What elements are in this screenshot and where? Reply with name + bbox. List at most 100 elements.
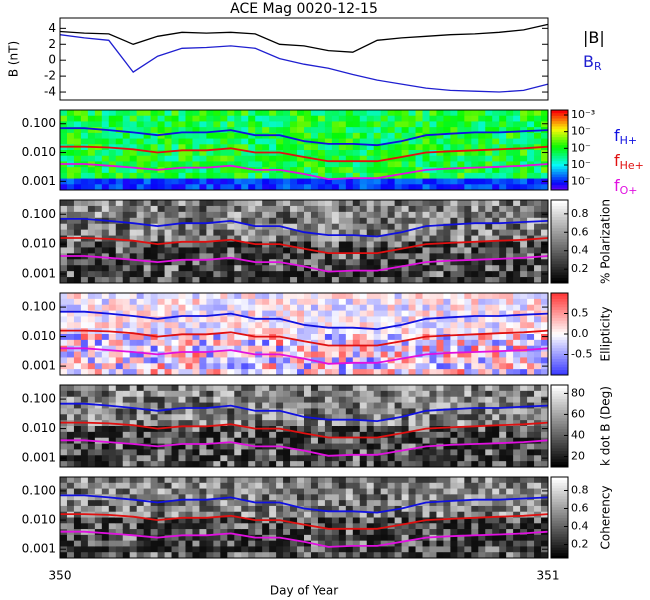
spectrogram-texture — [345, 437, 354, 445]
spectrogram-texture — [317, 200, 326, 207]
spectrogram-texture — [192, 517, 200, 524]
spectrogram-texture — [73, 259, 82, 266]
spectrogram-texture — [527, 265, 535, 272]
spectrogram-texture — [506, 461, 514, 468]
spectrogram-texture — [255, 211, 263, 219]
spectrogram-texture — [143, 396, 152, 404]
spectrogram-texture — [317, 271, 326, 278]
spectrogram-texture — [143, 431, 152, 439]
spectrogram-texture — [178, 345, 186, 353]
spectrogram-texture — [129, 357, 138, 364]
spectrogram-texture — [304, 408, 312, 415]
spectrogram-texture — [429, 552, 437, 559]
spectrogram-texture — [60, 505, 68, 513]
spectrogram-texture — [492, 217, 500, 225]
spectrogram-texture — [101, 414, 110, 421]
spectrogram-texture — [101, 449, 110, 456]
spectrogram-texture — [262, 293, 270, 300]
spectrogram-texture — [178, 115, 186, 122]
spectrogram-texture — [506, 351, 514, 358]
spectrogram-texture — [338, 178, 347, 185]
spectrogram-texture — [324, 488, 333, 495]
spectrogram-texture — [213, 529, 221, 536]
spectrogram-texture — [471, 235, 479, 242]
spectrogram-texture — [338, 505, 347, 513]
spectrogram-texture — [338, 211, 347, 219]
spectrogram-texture — [304, 552, 312, 559]
spectrogram-texture — [73, 298, 82, 306]
spectrogram-texture — [213, 161, 221, 168]
spectrogram-texture — [478, 223, 486, 231]
spectrogram-texture — [492, 316, 500, 323]
spectrogram-texture — [283, 229, 291, 237]
spectrogram-texture — [450, 363, 458, 370]
spectrogram-texture — [164, 115, 173, 122]
spectrogram-texture — [338, 322, 347, 329]
spectrogram-texture — [304, 150, 312, 157]
spectrogram-texture — [220, 345, 228, 353]
spectrogram-texture — [297, 316, 305, 323]
spectrogram-texture — [541, 322, 549, 329]
spectrogram-texture — [60, 402, 68, 409]
spectrogram-texture — [310, 235, 319, 242]
spectrogram-texture — [359, 461, 368, 468]
colorbar-step — [551, 434, 568, 438]
spectrogram-texture — [422, 265, 430, 272]
spectrogram-texture — [366, 517, 375, 524]
spectrogram-texture — [234, 298, 242, 306]
spectrogram-texture — [338, 396, 347, 404]
spectrogram-texture — [324, 494, 333, 501]
spectrogram-texture — [401, 517, 410, 524]
spectrogram-texture — [317, 316, 326, 323]
spectrogram-texture — [150, 482, 159, 490]
spectrogram-texture — [220, 178, 228, 185]
spectrogram-texture — [241, 217, 249, 225]
colorbar-tick-label: 10⁻³ — [571, 108, 595, 121]
spectrogram-texture — [60, 523, 68, 530]
spectrogram-texture — [213, 322, 221, 329]
spectrogram-texture — [373, 184, 382, 191]
spectrogram-texture — [471, 155, 479, 162]
spectrogram-texture — [80, 155, 89, 162]
spectrogram-texture — [520, 461, 528, 468]
spectrogram-texture — [220, 511, 228, 518]
spectrogram-texture — [352, 339, 361, 347]
spectrogram-texture — [136, 271, 145, 278]
spectrogram-texture — [290, 414, 298, 421]
spectrogram-texture — [206, 477, 214, 484]
spectrogram-texture — [171, 390, 180, 398]
spectrogram-texture — [304, 241, 312, 248]
spectrogram-texture — [387, 241, 396, 248]
spectrogram-texture — [234, 437, 242, 445]
spectrogram-texture — [192, 322, 200, 329]
spectrogram-texture — [380, 298, 389, 306]
spectrogram-texture — [534, 115, 542, 122]
spectrogram-texture — [164, 414, 173, 421]
spectrogram-texture — [366, 150, 375, 157]
spectrogram-texture — [443, 155, 451, 162]
colorbar-step — [551, 258, 568, 262]
spectrogram-texture — [94, 546, 103, 553]
spectrogram-texture — [352, 161, 361, 168]
spectrogram-texture — [290, 408, 298, 415]
spectrogram-texture — [171, 271, 180, 278]
spectrogram-texture — [394, 235, 403, 242]
spectrogram-texture — [366, 420, 375, 427]
spectrogram-texture — [520, 132, 528, 140]
spectrogram-texture — [143, 293, 152, 300]
spectrogram-texture — [317, 414, 326, 421]
spectrogram-texture — [450, 505, 458, 513]
spectrogram-texture — [485, 316, 493, 323]
spectrogram-texture — [499, 247, 507, 254]
spectrogram-texture — [345, 443, 354, 450]
spectrogram-texture — [213, 178, 221, 185]
spectrogram-texture — [66, 223, 75, 231]
spectrogram-texture — [213, 345, 221, 353]
spectrogram-texture — [227, 517, 235, 524]
spectrogram-texture — [129, 229, 138, 237]
spectrogram-texture — [310, 351, 319, 358]
spectrogram-texture — [234, 385, 242, 392]
spectrogram-texture — [290, 304, 298, 312]
spectrogram-texture — [534, 408, 542, 415]
spectrogram-texture — [317, 351, 326, 358]
